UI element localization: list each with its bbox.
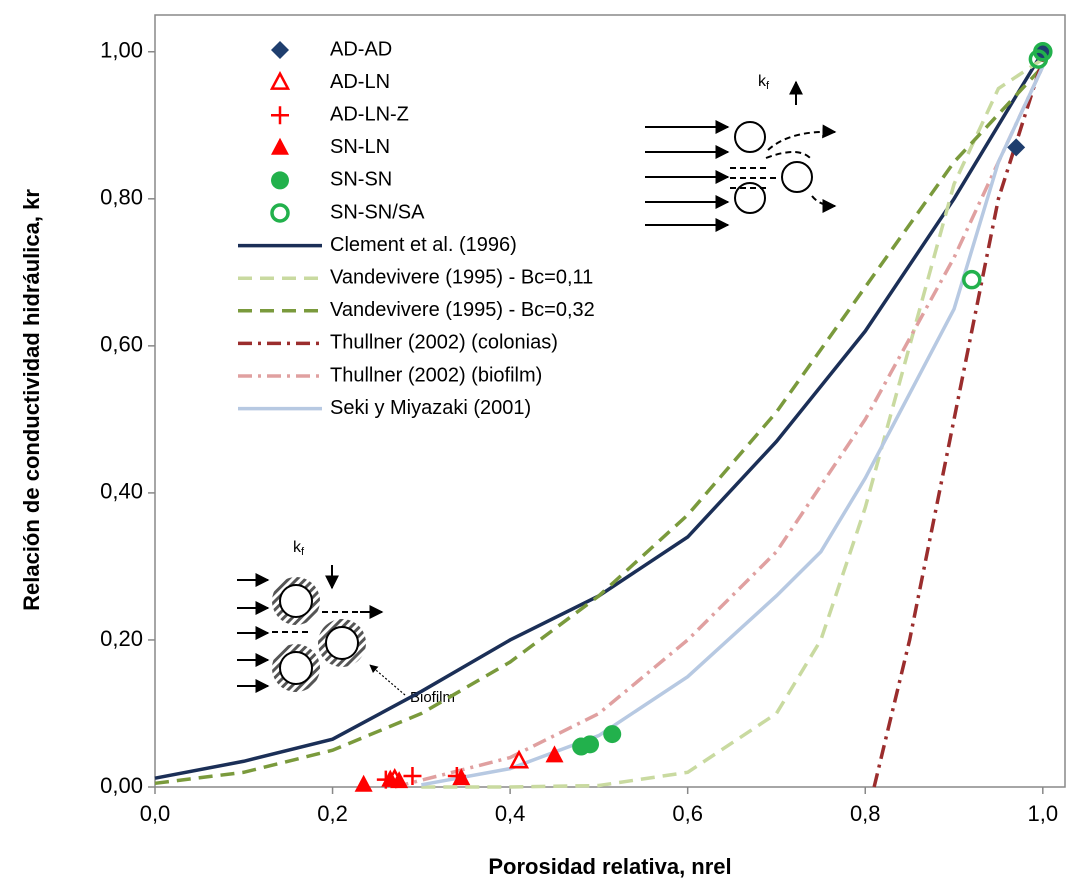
y-tick-label: 0,20 bbox=[100, 626, 143, 651]
data-point bbox=[962, 269, 982, 290]
data-point bbox=[508, 749, 530, 769]
legend-label: SN-LN bbox=[330, 136, 390, 158]
legend-swatch bbox=[271, 137, 289, 155]
legend-label: Thullner (2002) (colonias) bbox=[330, 332, 558, 354]
series-line bbox=[421, 57, 1044, 789]
legend-label: AD-LN bbox=[330, 71, 390, 93]
data-point bbox=[581, 735, 600, 754]
data-point bbox=[390, 771, 409, 789]
x-tick-label: 0,8 bbox=[850, 801, 881, 826]
y-tick-label: 0,60 bbox=[100, 332, 143, 357]
data-point bbox=[545, 745, 564, 763]
series-line bbox=[872, 58, 1045, 788]
y-axis-title: Relación de conductividad hidráulica, kr bbox=[19, 189, 44, 611]
annotation-kf: kf bbox=[758, 73, 770, 92]
legend-swatch bbox=[270, 203, 290, 223]
y-tick-label: 0,80 bbox=[100, 185, 143, 210]
series-line bbox=[421, 65, 1045, 787]
data-point bbox=[1007, 138, 1026, 157]
x-axis-title: Porosidad relativa, nrel bbox=[488, 854, 731, 879]
data-point bbox=[452, 768, 471, 786]
x-tick-label: 0,2 bbox=[317, 801, 348, 826]
data-point bbox=[354, 774, 373, 792]
x-tick-label: 0,6 bbox=[672, 801, 703, 826]
y-tick-label: 0,00 bbox=[100, 773, 143, 798]
x-tick-label: 1,0 bbox=[1028, 801, 1059, 826]
legend-label: SN-SN/SA bbox=[330, 201, 425, 223]
plot-frame bbox=[154, 14, 1066, 788]
legend-swatch bbox=[269, 70, 291, 90]
legend-label: Seki y Miyazaki (2001) bbox=[330, 397, 531, 419]
annotation-kf: kf bbox=[293, 539, 305, 558]
legend-label: AD-LN-Z bbox=[330, 103, 409, 125]
data-point bbox=[603, 725, 622, 744]
series-line bbox=[154, 65, 1045, 786]
annotation-kf-base: k bbox=[758, 73, 767, 90]
x-tick-label: 0,4 bbox=[495, 801, 526, 826]
annotation-kf-sub: f bbox=[301, 546, 305, 558]
y-tick-label: 1,00 bbox=[100, 38, 143, 63]
legend-swatch bbox=[271, 171, 289, 190]
legend-swatch bbox=[271, 106, 289, 125]
legend-label: Vandevivere (1995) - Bc=0,32 bbox=[330, 299, 595, 321]
legend-label: Thullner (2002) (biofilm) bbox=[330, 364, 542, 386]
legend-label: Clement et al. (1996) bbox=[330, 234, 517, 256]
y-tick-label: 0,40 bbox=[100, 479, 143, 504]
legend-label: Vandevivere (1995) - Bc=0,11 bbox=[330, 266, 593, 288]
data-point bbox=[403, 766, 422, 785]
legend-label: SN-SN bbox=[330, 169, 392, 191]
flow-diagram-bottom bbox=[237, 565, 406, 696]
legend-label: AD-AD bbox=[330, 38, 392, 60]
x-tick-label: 0,0 bbox=[140, 801, 171, 826]
annotation-kf-sub: f bbox=[766, 80, 770, 92]
annotation-kf-base: k bbox=[293, 539, 302, 556]
data-point bbox=[1033, 42, 1053, 62]
flow-diagram-top bbox=[645, 80, 837, 232]
legend-swatch bbox=[271, 41, 289, 59]
